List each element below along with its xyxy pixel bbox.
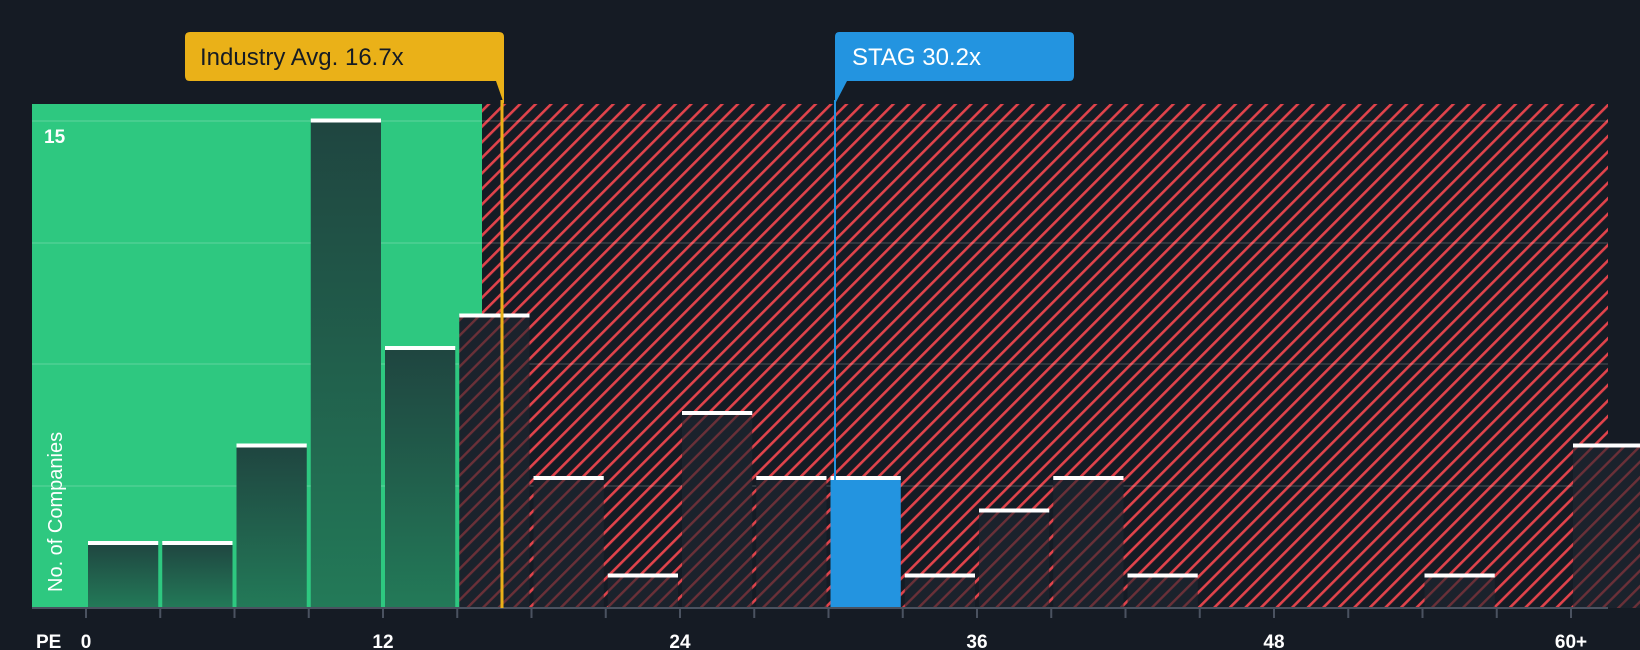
x-tick-label: 48 [1263, 632, 1284, 650]
histogram-bar [1424, 575, 1495, 608]
histogram-bar [1127, 575, 1198, 608]
company-callout: STAG 30.2x [835, 32, 1074, 104]
histogram-bar [682, 413, 753, 608]
bar-cap [607, 573, 678, 578]
bar-cap [904, 573, 975, 578]
bar-cap [88, 541, 159, 545]
bar-cap [533, 476, 604, 480]
y-top-tick-label: 15 [44, 127, 66, 148]
histogram-bar [1573, 445, 1640, 608]
bar-cap [979, 508, 1050, 513]
histogram-bar [310, 120, 381, 608]
bar-cap [830, 476, 901, 480]
histogram-bar [979, 510, 1050, 608]
bar-cap [385, 346, 456, 350]
x-axis-label: PE [36, 632, 61, 650]
bar-cap [682, 411, 753, 415]
histogram-bar [1053, 478, 1124, 608]
bar-cap [459, 313, 530, 318]
x-tick-label: 60+ [1555, 632, 1587, 650]
company-bar [830, 478, 901, 608]
histogram-bar [88, 543, 159, 608]
bar-cap [1127, 573, 1198, 578]
bar-cap [1053, 476, 1124, 480]
industry-avg-callout: Industry Avg. 16.7x [185, 32, 504, 104]
histogram-bar [236, 445, 307, 608]
y-axis-label: No. of Companies [45, 432, 67, 592]
x-axis-ticks [85, 609, 1572, 618]
bar-cap [1424, 573, 1495, 578]
bar-cap [310, 118, 381, 123]
x-tick-label: 36 [966, 632, 987, 650]
histogram-bar [162, 543, 233, 608]
x-tick-label: 0 [81, 632, 92, 650]
x-tick-label: 12 [372, 632, 393, 650]
histogram-bar [904, 575, 975, 608]
histogram-bars [88, 118, 1640, 608]
histogram-bar [533, 478, 604, 608]
bar-cap [756, 476, 827, 480]
bar-cap [162, 541, 233, 545]
histogram-bar [459, 315, 530, 608]
histogram-bar [607, 575, 678, 608]
bar-cap [1573, 443, 1640, 448]
histogram-bar [385, 348, 456, 608]
x-axis-tick-labels: 0 12 24 36 48 60+ [81, 632, 1587, 650]
x-tick-label: 24 [669, 632, 691, 650]
histogram-bar [756, 478, 827, 608]
bar-cap [236, 443, 307, 448]
industry-avg-label: Industry Avg. 16.7x [200, 44, 404, 71]
company-label: STAG 30.2x [852, 44, 981, 71]
